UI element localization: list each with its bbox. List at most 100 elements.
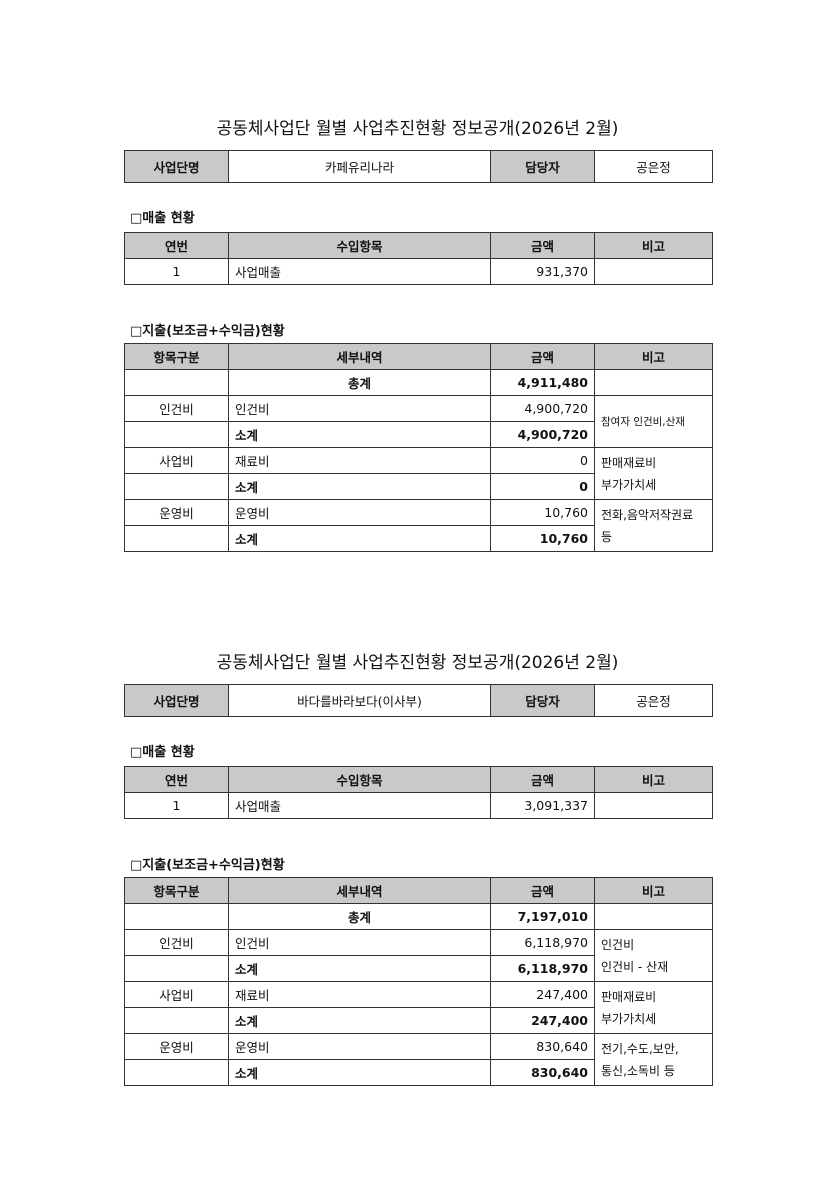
expense-label: □지출(보조금+수익금)현황 [130,324,285,339]
column-header: 금액 [490,877,595,904]
total-amount: 7,197,010 [490,903,595,930]
subtotal-amount: 6,118,970 [490,955,595,982]
total-label: 총계 [228,369,491,396]
subtotal-row: 소계 830,640 [124,1059,713,1086]
category: 인건비 [124,929,229,956]
table-row: 인건비 인건비 4,900,720 참여자 인건비,산재 [124,395,713,448]
subtotal-label: 소계 [228,1007,491,1034]
category: 운영비 [124,499,229,526]
expense-label: □지출(보조금+수익금)현황 [130,858,285,873]
empty-cell [594,903,713,930]
column-header: 비고 [594,232,713,259]
business-name: 카페유리나라 [228,150,491,183]
info-table: 사업단명 바다를바라보다(이사부) 담당자 공은정 [124,684,713,717]
manager-name: 공은정 [594,150,713,183]
column-header: 연번 [124,232,229,259]
note-line: 인건비 [601,937,635,952]
note: 전기,수도,보안, 통신,소독비 등 [594,1033,713,1086]
category: 사업비 [124,981,229,1008]
column-header: 금액 [490,766,595,793]
table-row: 1 사업매출 3,091,337 [124,792,713,819]
note: 참여자 인건비,산재 [594,395,713,448]
note [594,792,713,819]
column-header: 비고 [594,343,713,370]
total-row: 총계 4,911,480 [124,369,713,396]
column-header: 연번 [124,766,229,793]
amount: 4,900,720 [490,395,595,422]
subtotal-amount: 0 [490,473,595,500]
note-line: 통신,소독비 등 [601,1063,675,1078]
table-row: 사업비 재료비 247,400 판매재료비 부가가치세 [124,981,713,1034]
table-row: 운영비 운영비 830,640 전기,수도,보안, 통신,소독비 등 [124,1033,713,1086]
table-row: 운영비 운영비 10,760 전화,음악저작권료 등 [124,499,713,552]
detail: 인건비 [228,395,491,422]
note: 판매재료비 부가가치세 [594,981,713,1034]
category: 운영비 [124,1033,229,1060]
note: 인건비 인건비 - 산재 [594,929,713,982]
income-item: 사업매출 [228,258,491,285]
detail: 인건비 [228,929,491,956]
name-label: 사업단명 [124,150,229,183]
subtotal-amount: 4,900,720 [490,421,595,448]
empty-cell [124,955,229,982]
sales-table: 연번 수입항목 금액 비고 1 사업매출 3,091,337 [124,766,713,819]
subtotal-amount: 10,760 [490,525,595,552]
subtotal-amount: 247,400 [490,1007,595,1034]
sales-label: □매출 현황 [130,745,195,760]
column-header: 비고 [594,877,713,904]
subtotal-label: 소계 [228,955,491,982]
table-row: 사업비 재료비 0 판매재료비 부가가치세 [124,447,713,500]
empty-cell [594,369,713,396]
manager-name: 공은정 [594,684,713,717]
sales-label: □매출 현황 [130,211,195,226]
column-header: 수입항목 [228,232,491,259]
subtotal-label: 소계 [228,525,491,552]
note-line: 전화,음악저작권료 [601,507,694,522]
empty-cell [124,525,229,552]
note-line: 판매재료비 [601,989,657,1004]
column-header: 세부내역 [228,343,491,370]
empty-cell [124,903,229,930]
empty-cell [124,421,229,448]
note-line: 부가가치세 [601,477,657,492]
total-label: 총계 [228,903,491,930]
name-label: 사업단명 [124,684,229,717]
expense-table: 항목구분 세부내역 금액 비고 총계 7,197,010 인건비 인건비 6,118,970 인건… [124,877,713,1086]
table-row: 1 사업매출 931,370 [124,258,713,285]
column-header: 세부내역 [228,877,491,904]
column-header: 금액 [490,343,595,370]
amount: 10,760 [490,499,595,526]
column-header: 수입항목 [228,766,491,793]
empty-cell [124,473,229,500]
note-line: 참여자 인건비,산재 [601,415,685,428]
row-number: 1 [124,792,229,819]
table-row: 인건비 인건비 6,118,970 인건비 인건비 - 산재 [124,929,713,982]
subtotal-row: 소계 10,760 [124,525,713,552]
manager-label: 담당자 [490,684,595,717]
detail: 운영비 [228,1033,491,1060]
category: 인건비 [124,395,229,422]
note-line: 판매재료비 [601,455,657,470]
note [594,258,713,285]
row-number: 1 [124,258,229,285]
amount: 931,370 [490,258,595,285]
detail: 재료비 [228,981,491,1008]
note-line: 등 [601,529,613,544]
report-title: 공동체사업단 월별 사업추진현황 정보공개(2026년 2월) [216,653,619,673]
empty-cell [124,1059,229,1086]
subtotal-label: 소계 [228,1059,491,1086]
subtotal-amount: 830,640 [490,1059,595,1086]
subtotal-row: 소계 247,400 [124,1007,713,1034]
manager-label: 담당자 [490,150,595,183]
business-name: 바다를바라보다(이사부) [228,684,491,717]
category: 사업비 [124,447,229,474]
amount: 6,118,970 [490,929,595,956]
note-line: 전기,수도,보안, [601,1041,679,1056]
empty-cell [124,1007,229,1034]
amount: 830,640 [490,1033,595,1060]
subtotal-label: 소계 [228,421,491,448]
amount: 3,091,337 [490,792,595,819]
column-header: 항목구분 [124,877,229,904]
